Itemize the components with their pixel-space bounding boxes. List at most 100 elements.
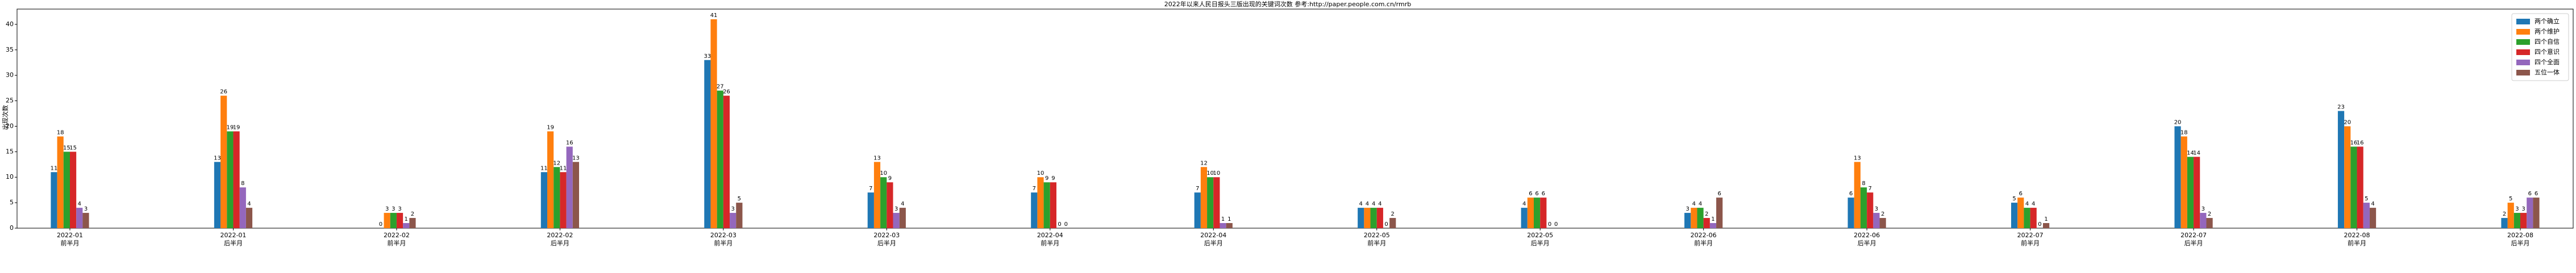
bar: [245, 208, 253, 228]
value-label: 19: [226, 124, 234, 131]
bar: [867, 192, 874, 228]
value-label: 6: [2019, 191, 2022, 197]
x-tick-label: 2022-05: [1364, 232, 1390, 239]
bar: [1220, 223, 1226, 228]
value-label: 6: [1529, 191, 1532, 197]
value-label: 2: [1881, 211, 1884, 217]
value-label: 14: [2193, 150, 2200, 156]
value-label: 2: [1391, 211, 1395, 217]
y-axis-label: 出现次数: [1, 105, 9, 130]
value-label: 11: [51, 165, 58, 171]
x-tick-label: 前半月: [2021, 239, 2040, 247]
value-label: 26: [220, 89, 227, 95]
bar: [239, 187, 246, 228]
value-label: 10: [880, 170, 887, 177]
value-label: 16: [2350, 140, 2358, 146]
value-label: 13: [572, 155, 580, 161]
bar: [2024, 208, 2030, 228]
bar: [1364, 208, 1371, 228]
value-label: 5: [2012, 196, 2016, 202]
bar: [1867, 192, 1874, 228]
value-label: 6: [1535, 191, 1538, 197]
bar: [2350, 146, 2357, 228]
y-tick-label: 25: [6, 97, 14, 104]
bar: [873, 162, 881, 228]
bar: [1389, 218, 1396, 228]
y-tick-label: 40: [6, 20, 14, 28]
value-label: 11: [540, 165, 548, 171]
bar: [227, 131, 234, 228]
bar: [540, 172, 547, 228]
value-label: 12: [1200, 160, 1208, 166]
bar: [1194, 192, 1201, 228]
value-label: 0: [1554, 221, 1558, 228]
bar: [730, 213, 736, 228]
bar: [1854, 162, 1861, 228]
bar: [717, 90, 723, 228]
value-label: 0: [379, 221, 382, 228]
value-label: 9: [1051, 175, 1055, 182]
x-tick-label: 2022-07: [2017, 232, 2044, 239]
bar: [1879, 218, 1886, 228]
legend-label: 四个意识: [2535, 48, 2560, 56]
legend-swatch: [2516, 29, 2530, 35]
value-label: 3: [385, 206, 389, 212]
value-label: 13: [214, 155, 221, 161]
bar: [1521, 208, 1528, 228]
bar: [1370, 208, 1377, 228]
x-tick-label: 前半月: [714, 239, 733, 247]
value-label: 3: [731, 206, 734, 212]
value-label: 2: [1705, 211, 1708, 217]
value-label: 5: [2365, 196, 2368, 202]
x-tick-label: 2022-05: [1527, 232, 1553, 239]
value-label: 1: [1711, 216, 1714, 222]
value-label: 15: [69, 145, 77, 151]
value-label: 4: [2025, 201, 2029, 207]
y-tick-label: 10: [6, 173, 14, 180]
bar: [1716, 198, 1723, 228]
value-label: 19: [547, 124, 554, 131]
bar: [2369, 208, 2377, 228]
y-tick-label: 5: [10, 199, 14, 206]
bar: [2174, 126, 2181, 228]
bar: [736, 203, 743, 228]
x-tick-label: 前半月: [387, 239, 406, 247]
bar: [566, 146, 573, 228]
bar: [409, 218, 416, 228]
value-label: 9: [888, 175, 892, 182]
value-label: 1: [405, 216, 408, 222]
bar: [2513, 213, 2520, 228]
value-label: 33: [704, 53, 711, 60]
bar: [2030, 208, 2037, 228]
bar: [1534, 198, 1541, 228]
bar: [2520, 213, 2527, 228]
legend-swatch: [2516, 19, 2530, 24]
x-tick-label: 2022-02: [384, 232, 410, 239]
x-tick-label: 后半月: [2511, 239, 2530, 247]
bar: [1037, 177, 1044, 228]
bar: [390, 213, 397, 228]
value-label: 10: [1206, 170, 1214, 177]
bar: [233, 131, 240, 228]
legend-swatch: [2516, 39, 2530, 45]
x-tick-label: 2022-03: [710, 232, 736, 239]
value-label: 4: [1692, 201, 1696, 207]
value-label: 4: [2371, 201, 2374, 207]
bar: [1684, 213, 1691, 228]
value-label: 41: [710, 12, 718, 19]
x-tick-label: 前半月: [61, 239, 80, 247]
bar: [1207, 177, 1214, 228]
bar: [403, 223, 410, 228]
value-label: 5: [2509, 196, 2512, 202]
value-label: 8: [241, 180, 244, 187]
x-tick-label: 前半月: [1694, 239, 1713, 247]
x-tick-label: 前半月: [1041, 239, 1059, 247]
value-label: 4: [1366, 201, 1369, 207]
x-tick-label: 前半月: [2348, 239, 2366, 247]
chart-title: 2022年以来人民日报头三版出现的关键词次数 参考:http://paper.p…: [1164, 0, 1411, 8]
bar: [1050, 182, 1056, 228]
value-label: 3: [398, 206, 401, 212]
value-label: 3: [392, 206, 395, 212]
legend-label: 两个维护: [2535, 27, 2560, 35]
value-label: 11: [560, 165, 567, 171]
